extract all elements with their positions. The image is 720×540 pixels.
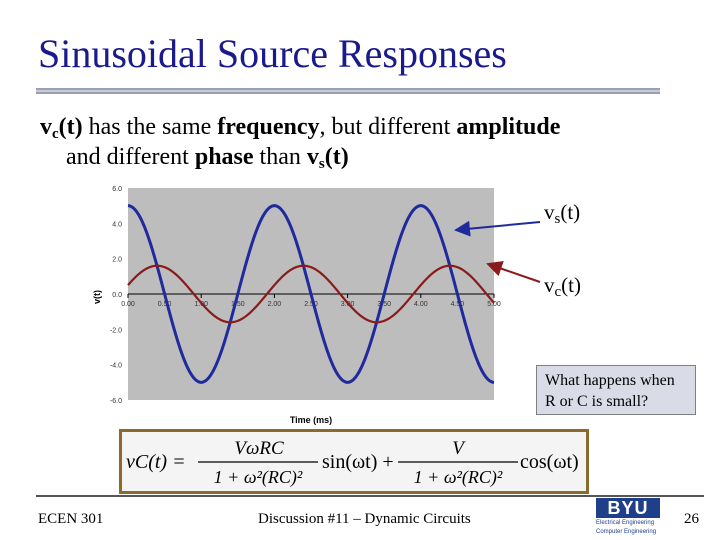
vc-series-line <box>127 264 495 324</box>
footer-page-number: 26 <box>684 511 699 527</box>
vc-arg: (t) <box>58 114 83 140</box>
vs-callout-arrow <box>454 220 541 237</box>
waveform-chart: 6.04.02.00.0-2.0-4.0-6.0 0.00 0.50 1.00 1.5… <box>66 178 516 428</box>
logo-subtitle-1: Electrical Engineering <box>596 520 655 526</box>
equation-den2: 1 + ω²(RC)² <box>414 467 503 488</box>
footer-topic: Discussion #11 – Dynamic Circuits <box>258 511 471 527</box>
bullet-part: , but different <box>319 114 457 140</box>
x-tick-label: 0.50 <box>158 301 172 308</box>
x-tick-label: 1.50 <box>231 301 245 308</box>
y-axis-label: v(t) <box>92 290 102 304</box>
x-tick-label: 5.00 <box>487 301 501 308</box>
y-tick-label: 0.0 <box>112 292 122 299</box>
bullet-part: has the same <box>82 114 218 140</box>
byu-logo: BYU Electrical Engineering Computer Engi… <box>596 498 660 538</box>
vc-symbol: v <box>40 114 52 140</box>
vs-series-line <box>127 204 495 384</box>
vs-callout-label: vs(t) <box>544 200 581 227</box>
vs-callout-sub: s <box>554 211 561 227</box>
title-underline <box>36 88 660 94</box>
bullet-bold-frequency: frequency <box>217 114 320 140</box>
equation-num1: VωRC <box>234 438 284 459</box>
x-tick-label: 4.00 <box>414 301 428 308</box>
slide-title: Sinusoidal Source Responses <box>38 31 507 76</box>
equation-lhs: vC(t) = <box>126 451 186 473</box>
bullet-text: vc(t) has the same frequency, but differ… <box>40 112 560 172</box>
equation-sin: sin(ωt) + <box>322 451 394 473</box>
y-tick-label: 4.0 <box>112 221 122 228</box>
vc-callout-arg: (t) <box>561 273 581 297</box>
equation-cos: cos(ωt) <box>520 451 579 473</box>
y-tick-label: -4.0 <box>110 363 122 370</box>
vs-callout-arg: (t) <box>560 200 581 224</box>
footer-course: ECEN 301 <box>38 511 104 527</box>
footer-rule <box>36 495 704 497</box>
vc-callout-sub: c <box>554 284 562 300</box>
vc-callout-arrow <box>486 261 541 283</box>
y-tick-label: 6.0 <box>112 186 122 193</box>
vs-subscript: s <box>318 156 325 172</box>
vc-callout-label: vc(t) <box>544 273 581 300</box>
question-box: What happens when R or C is small? <box>536 365 696 415</box>
bullet-part: than <box>253 144 307 170</box>
logo-word: BYU <box>596 498 660 518</box>
x-tick-label: 4.50 <box>451 301 465 308</box>
equation: vC(t) = VωRC 1 + ω²(RC)² sin(ωt) + V 1 +… <box>126 438 579 488</box>
vc-callout-sym: v <box>544 273 555 297</box>
equation-num2: V <box>452 438 466 459</box>
vc-subscript: c <box>52 126 59 142</box>
vs-arg: (t) <box>324 144 349 170</box>
logo-subtitle-2: Computer Engineering <box>596 529 657 535</box>
bullet-bold-phase: phase <box>194 144 254 170</box>
vs-callout-sym: v <box>544 200 555 224</box>
x-tick-label: 2.50 <box>304 301 318 308</box>
equation-den1: 1 + ω²(RC)² <box>214 467 303 488</box>
x-tick-label: 3.50 <box>377 301 391 308</box>
y-tick-label: 2.0 <box>112 257 122 264</box>
y-tick-label: -6.0 <box>110 398 122 405</box>
x-tick-label: 2.00 <box>268 301 282 308</box>
vs-symbol: v <box>306 144 319 170</box>
y-tick-label: -2.0 <box>110 327 122 334</box>
bullet-part: and different <box>66 144 195 170</box>
x-axis-label: Time (ms) <box>290 415 332 425</box>
bullet-bold-amplitude: amplitude <box>456 114 561 140</box>
equation-box: vC(t) = VωRC 1 + ω²(RC)² sin(ωt) + V 1 +… <box>119 429 589 494</box>
x-tick-label: 0.00 <box>121 301 135 308</box>
